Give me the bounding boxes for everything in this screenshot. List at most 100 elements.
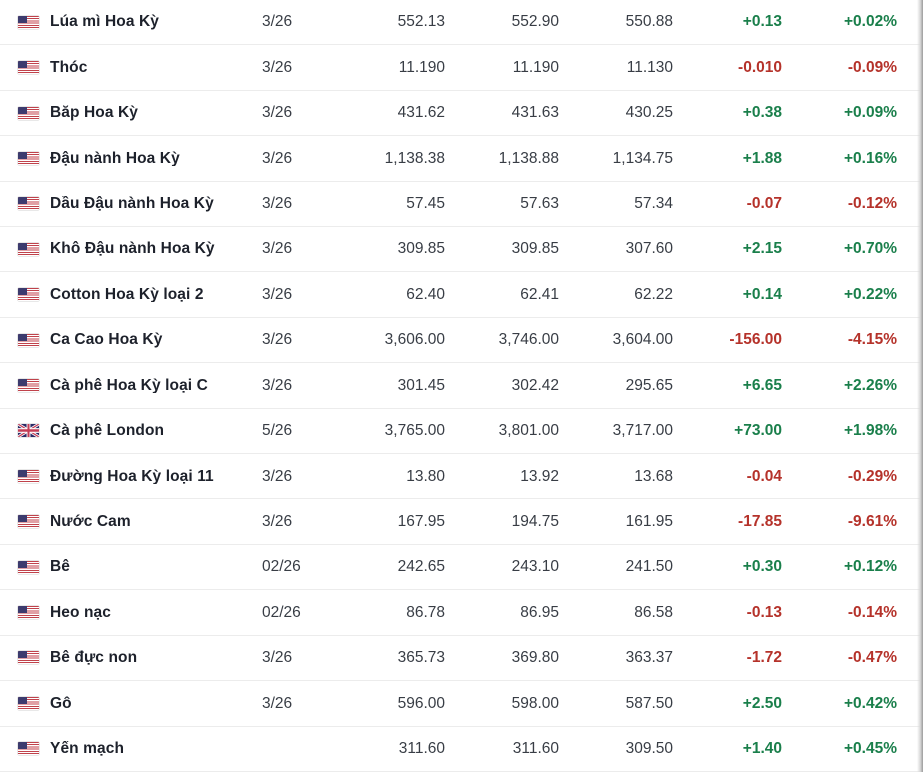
change-percent: +0.09% <box>843 104 897 122</box>
change-value: -0.010 <box>738 58 782 76</box>
change-percent: -0.12% <box>847 195 897 213</box>
high-price: 194.75 <box>511 512 559 530</box>
us-flag-icon <box>18 469 39 483</box>
contract-month: 3/26 <box>262 13 293 31</box>
us-flag-icon <box>18 151 39 165</box>
us-flag-icon <box>18 333 39 347</box>
low-price: 587.50 <box>625 694 673 712</box>
commodity-cell: Ca Cao Hoa Kỳ <box>0 332 262 348</box>
table-row[interactable]: Cà phê Hoa Kỳ loại C 3/26 301.45 302.42 … <box>0 363 923 409</box>
table-row[interactable]: Dầu Đậu nành Hoa Kỳ 3/26 57.45 57.63 57.… <box>0 181 923 228</box>
table-row[interactable]: Cotton Hoa Kỳ loại 2 3/26 62.40 62.41 62… <box>0 272 923 318</box>
us-flag-icon <box>18 469 39 483</box>
table-row[interactable]: Bê 02/26 242.65 243.10 241.50 +0.30 +0.1… <box>0 544 923 591</box>
table-row[interactable]: Đậu nành Hoa Kỳ 3/26 1,138.38 1,138.88 1… <box>0 136 923 182</box>
contract-month: 3/26 <box>262 104 293 122</box>
us-flag-icon <box>18 696 39 710</box>
contract-month: 3/26 <box>262 694 293 712</box>
change-value: -1.72 <box>746 649 782 667</box>
change-value: -0.13 <box>746 603 782 621</box>
change-percent: +0.42% <box>843 694 897 712</box>
commodity-name: Đậu nành Hoa Kỳ <box>50 150 180 167</box>
last-price: 309.85 <box>397 240 445 258</box>
vertical-scrollbar[interactable] <box>917 0 923 772</box>
table-row[interactable]: Heo nạc 02/26 86.78 86.95 86.58 -0.13 -0… <box>0 590 923 636</box>
commodity-name: Nước Cam <box>50 513 131 530</box>
contract-month: 02/26 <box>262 558 301 576</box>
last-price: 57.45 <box>406 195 445 213</box>
table-row[interactable]: Ca Cao Hoa Kỳ 3/26 3,606.00 3,746.00 3,6… <box>0 317 923 364</box>
table-row[interactable]: Yến mạch 311.60 311.60 309.50 +1.40 +0.4… <box>0 726 923 772</box>
commodity-cell: Lúa mì Hoa Kỳ <box>0 14 262 30</box>
us-flag-icon <box>18 197 39 211</box>
commodity-name: Đường Hoa Kỳ loại 11 <box>50 468 214 485</box>
high-price: 369.80 <box>511 649 559 667</box>
commodity-cell: Gỗ <box>0 696 262 712</box>
table-row[interactable]: Cà phê London 5/26 3,765.00 3,801.00 3,7… <box>0 408 923 455</box>
last-price: 311.60 <box>398 739 445 757</box>
us-flag-icon <box>18 378 39 392</box>
us-flag-icon <box>18 742 39 756</box>
commodity-name: Yến mạch <box>50 740 125 757</box>
table-row[interactable]: Bắp Hoa Kỳ 3/26 431.62 431.63 430.25 +0.… <box>0 90 923 137</box>
contract-month: 3/26 <box>262 58 293 76</box>
commodity-name: Bê <box>50 559 71 575</box>
commodity-name: Ca Cao Hoa Kỳ <box>50 332 163 348</box>
high-price: 311.60 <box>512 739 559 757</box>
table-row[interactable]: Đường Hoa Kỳ loại 11 3/26 13.80 13.92 13… <box>0 454 923 500</box>
change-percent: +2.26% <box>843 376 897 394</box>
high-price: 11.190 <box>512 58 559 76</box>
commodity-cell: Bắp Hoa Kỳ <box>0 105 262 121</box>
low-price: 307.60 <box>625 240 673 258</box>
us-flag-icon <box>18 242 39 256</box>
us-flag-icon <box>18 61 39 75</box>
last-price: 431.62 <box>397 104 445 122</box>
high-price: 552.90 <box>511 13 559 31</box>
uk-flag-icon <box>18 424 39 438</box>
us-flag-icon <box>18 560 39 574</box>
change-percent: +1.98% <box>843 422 897 440</box>
change-value: +1.40 <box>742 739 782 757</box>
table-row[interactable]: Thóc 3/26 11.190 11.190 11.130 -0.010 -0… <box>0 45 923 91</box>
change-percent: +0.70% <box>843 240 897 258</box>
us-flag-icon <box>18 288 39 302</box>
us-flag-icon <box>18 378 39 392</box>
last-price: 552.13 <box>397 13 445 31</box>
commodity-cell: Heo nạc <box>0 605 262 621</box>
low-price: 3,604.00 <box>612 331 673 349</box>
commodity-cell: Thóc <box>0 60 262 76</box>
commodity-cell: Bê đực non <box>0 650 262 666</box>
us-flag-icon <box>18 197 39 211</box>
change-percent: +0.16% <box>843 149 897 167</box>
commodity-name: Cà phê Hoa Kỳ loại C <box>50 377 208 394</box>
low-price: 161.95 <box>625 512 673 530</box>
change-value: -0.07 <box>746 195 782 213</box>
us-flag-icon <box>18 106 39 120</box>
commodity-cell: Đường Hoa Kỳ loại 11 <box>0 469 262 485</box>
table-row[interactable]: Nước Cam 3/26 167.95 194.75 161.95 -17.8… <box>0 499 923 545</box>
low-price: 3,717.00 <box>612 422 673 440</box>
table-row[interactable]: Bê đực non 3/26 365.73 369.80 363.37 -1.… <box>0 635 923 682</box>
commodity-name: Bắp Hoa Kỳ <box>50 105 138 121</box>
commodity-name: Heo nạc <box>50 604 111 621</box>
us-flag-icon <box>18 333 39 347</box>
change-percent: +0.45% <box>843 739 897 757</box>
low-price: 550.88 <box>625 13 673 31</box>
last-price: 365.73 <box>397 649 445 667</box>
last-price: 62.40 <box>406 285 445 303</box>
last-price: 3,606.00 <box>384 331 445 349</box>
table-row[interactable]: Lúa mì Hoa Kỳ 3/26 552.13 552.90 550.88 … <box>0 0 923 46</box>
commodity-name: Bê đực non <box>50 650 138 666</box>
contract-month: 3/26 <box>262 376 293 394</box>
commodity-cell: Khô Đậu nành Hoa Kỳ <box>0 241 262 257</box>
change-percent: -4.15% <box>847 331 897 349</box>
last-price: 242.65 <box>397 558 445 576</box>
table-row[interactable]: Khô Đậu nành Hoa Kỳ 3/26 309.85 309.85 3… <box>0 227 923 273</box>
us-flag-icon <box>18 151 39 165</box>
table-row[interactable]: Gỗ 3/26 596.00 598.00 587.50 +2.50 +0.42… <box>0 681 923 727</box>
high-price: 86.95 <box>520 603 559 621</box>
last-price: 3,765.00 <box>384 422 445 440</box>
us-flag-icon <box>18 560 39 574</box>
commodity-name: Dầu Đậu nành Hoa Kỳ <box>50 196 214 212</box>
us-flag-icon <box>18 15 39 29</box>
